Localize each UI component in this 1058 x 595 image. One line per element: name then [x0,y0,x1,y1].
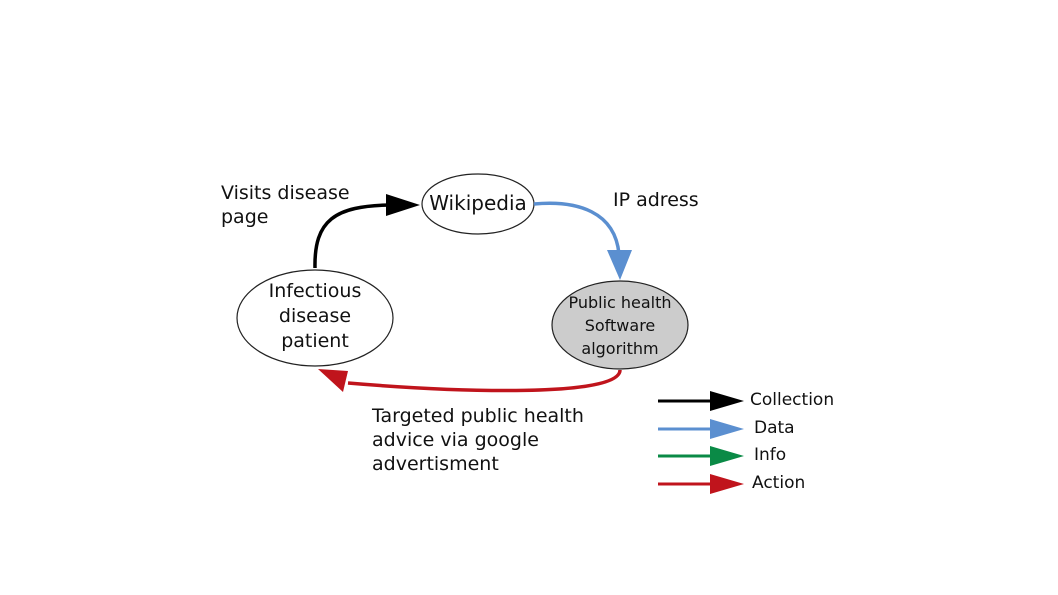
edge-visits-label: Visits disease page [221,182,350,228]
legend-arrow-collection-head [710,391,744,411]
edge-ip-label: IP adress [613,189,699,211]
edge-ip-arrowhead [607,250,632,280]
legend-arrow-data-head [710,419,744,439]
legend-label-action: Action [752,473,806,493]
node-algorithm-label: Public health Software algorithm [568,293,672,358]
edge-advice [347,369,622,393]
node-algorithm [551,280,689,370]
legend-arrows [658,391,744,494]
node-wikipedia-label: Wikipedia [429,191,527,215]
legend-label-data: Data [754,418,795,438]
legend-label-collection: Collection [750,390,835,410]
edge-advice-arrowhead [318,369,348,392]
node-patient-label: Infectious disease patient [268,280,362,352]
edge-visits-arrowhead [386,194,420,216]
edge-visits [313,203,391,269]
edge-advice-label: Targeted public health advice via google… [372,405,584,475]
legend-arrow-info-head [710,446,744,466]
legend-arrow-action-head [710,474,744,494]
edge-ip [533,201,621,255]
node-patient [236,269,394,367]
legend-label-info: Info [754,445,787,465]
